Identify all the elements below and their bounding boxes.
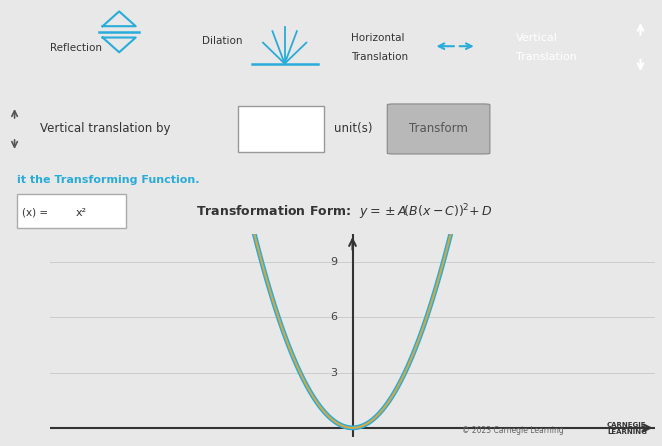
Text: Transformation Form:  $y=\pm A\!\left(B(x-C)\right)^{\!2}\!+D$: Transformation Form: $y=\pm A\!\left(B(x… <box>196 203 493 222</box>
Text: 6: 6 <box>330 312 338 322</box>
Text: Translation: Translation <box>516 52 577 62</box>
Text: Transform: Transform <box>410 122 468 135</box>
FancyBboxPatch shape <box>238 106 324 152</box>
Text: it the Transforming Function.: it the Transforming Function. <box>17 175 199 185</box>
Text: 9: 9 <box>330 257 338 267</box>
Text: Reflection: Reflection <box>50 43 102 53</box>
Text: unit(s): unit(s) <box>334 122 373 135</box>
Text: Horizontal: Horizontal <box>351 33 404 42</box>
Text: Dilation: Dilation <box>202 36 242 46</box>
Text: CARNEGIE
LEARNING: CARNEGIE LEARNING <box>607 422 647 435</box>
Text: Vertical: Vertical <box>516 33 558 42</box>
Text: Vertical translation by: Vertical translation by <box>40 122 170 135</box>
Text: x²: x² <box>76 207 87 218</box>
FancyBboxPatch shape <box>17 194 126 228</box>
Text: © 2023 Carnegie Learning: © 2023 Carnegie Learning <box>461 426 563 435</box>
FancyBboxPatch shape <box>387 104 490 154</box>
Text: 3: 3 <box>330 368 338 377</box>
Text: Translation: Translation <box>351 52 408 62</box>
Text: (x) =: (x) = <box>22 207 48 218</box>
